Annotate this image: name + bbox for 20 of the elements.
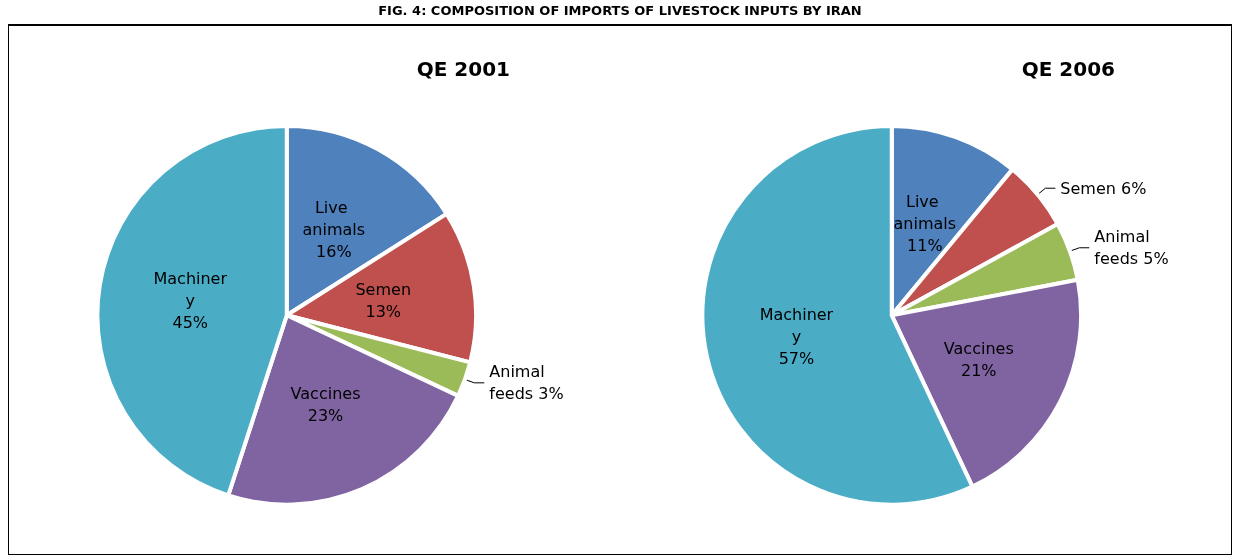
- data-label: 11%: [907, 235, 943, 255]
- data-label: 57%: [778, 349, 815, 369]
- slice-label: Animal feeds 3%: [489, 362, 564, 404]
- slice-label: Vaccines: [943, 339, 1014, 359]
- slice-label: Live animals: [302, 198, 366, 240]
- slice-label: Semen 6%: [1060, 178, 1147, 198]
- slice-label: Vaccines: [290, 384, 361, 404]
- slice-label: Machinery: [153, 268, 228, 310]
- slice-label: Live animals: [893, 191, 957, 233]
- data-label: 21%: [961, 361, 997, 381]
- caption: FIG. 4: COMPOSITION OF IMPORTS OF LIVESTOCK INPUTS BY IRAN: [377, 2, 863, 20]
- data-label: 16%: [316, 242, 352, 262]
- chart-title: QE 2001: [416, 57, 511, 81]
- slice-label: Semen: [355, 279, 412, 299]
- data-label: 45%: [172, 312, 209, 332]
- slice-label: Machinery: [759, 305, 834, 347]
- chart-title: QE 2006: [1021, 57, 1116, 81]
- data-label: 13%: [365, 301, 402, 321]
- slice-label: Animal feeds 5%: [1094, 227, 1169, 269]
- data-label: 23%: [307, 406, 344, 426]
